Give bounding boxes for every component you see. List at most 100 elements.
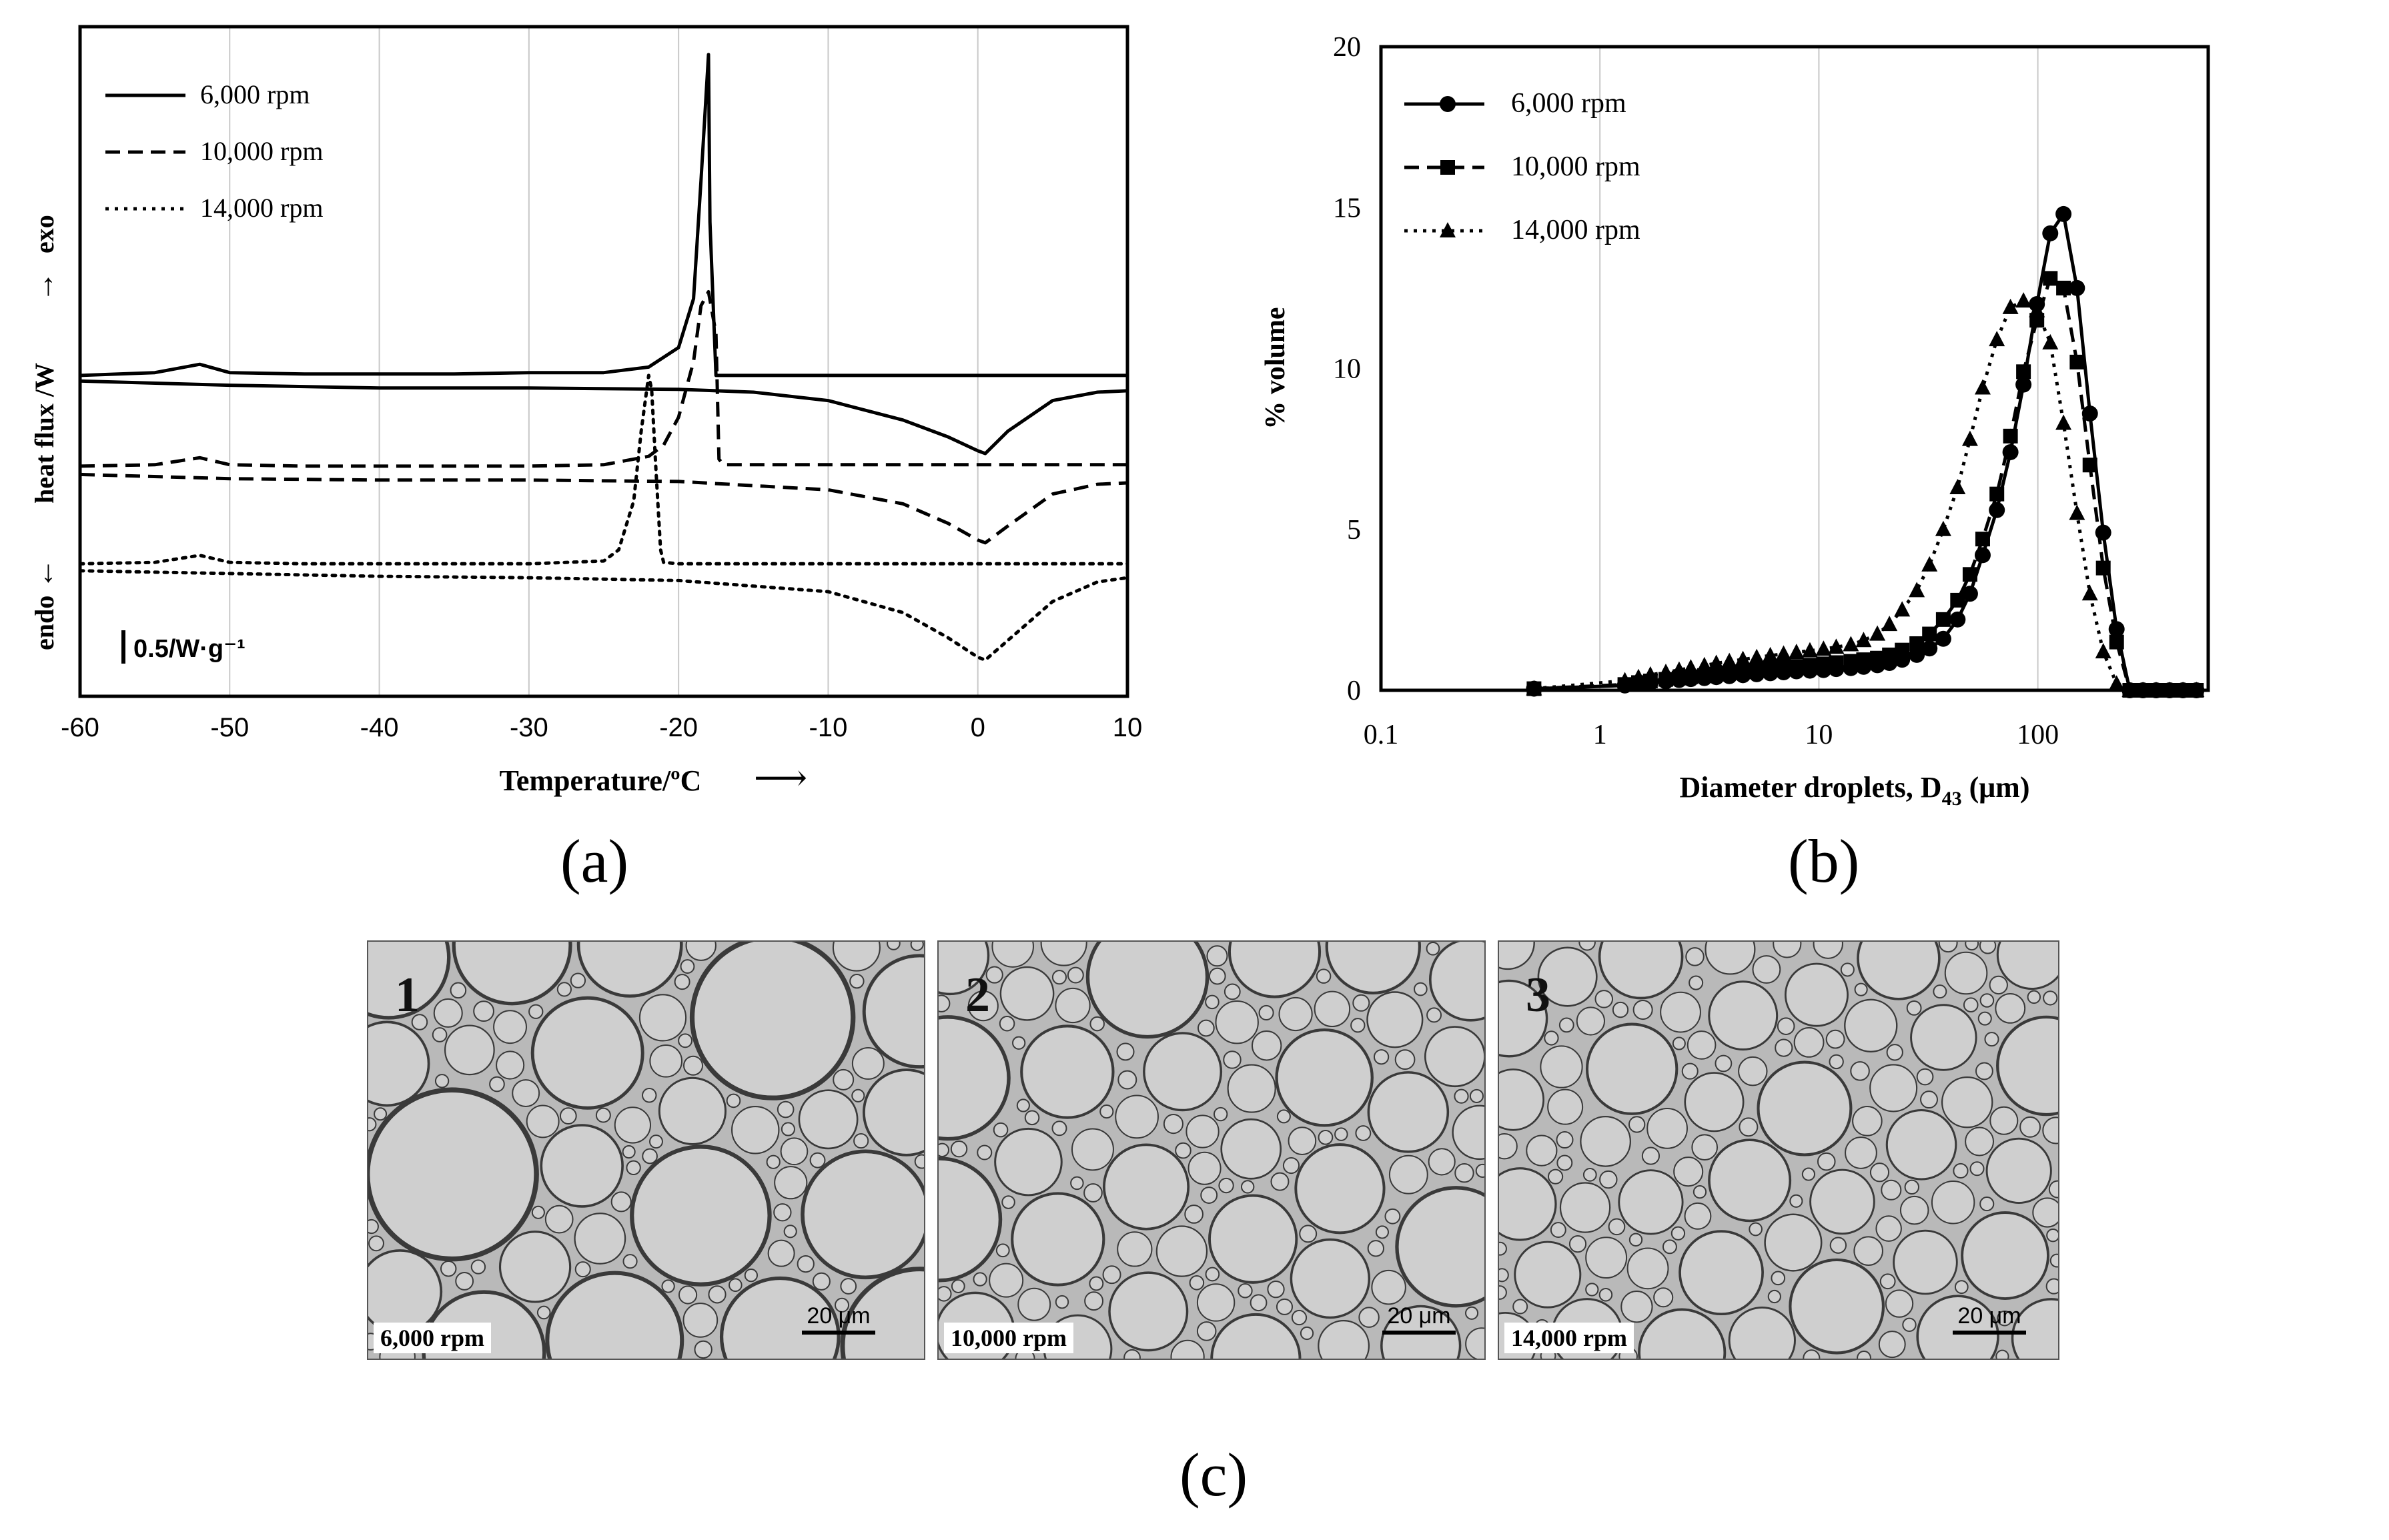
droplet <box>1163 1114 1183 1134</box>
droplet <box>1869 1064 1918 1112</box>
droplet <box>991 942 1034 968</box>
b-data-point <box>1815 640 1832 656</box>
droplet <box>1628 1233 1643 1247</box>
droplet <box>1267 1281 1285 1299</box>
droplet <box>1598 942 1684 1000</box>
droplet <box>1995 992 2026 1024</box>
droplet <box>1752 955 1781 984</box>
panel-label-b: (b) <box>1788 827 1860 895</box>
droplet <box>1869 1163 1890 1183</box>
droplet <box>2045 1278 2058 1295</box>
droplet <box>576 942 683 998</box>
droplet <box>1375 1225 1389 1239</box>
b-plot-frame <box>1379 45 2210 692</box>
droplet <box>1276 1109 1291 1124</box>
droplet <box>1829 1054 1844 1070</box>
droplet <box>1318 1129 1334 1145</box>
droplet <box>1679 1230 1764 1316</box>
b-data-point <box>1630 668 1646 684</box>
droplet <box>1526 1134 1558 1167</box>
droplet <box>1240 1180 1255 1194</box>
b-data-point <box>2002 298 2019 314</box>
droplet <box>1011 1192 1105 1287</box>
droplet <box>1558 1017 1574 1033</box>
droplet <box>1499 1133 1518 1160</box>
b-xlabel-sub: 43 <box>1942 788 1962 810</box>
droplet <box>939 1286 952 1302</box>
droplet <box>853 1132 869 1149</box>
b-data-point <box>1440 96 1456 112</box>
b-data-point <box>1881 616 1898 632</box>
droplet <box>1995 1349 2009 1359</box>
droplet <box>642 1088 657 1103</box>
droplet <box>1979 993 1995 1008</box>
b-data-point <box>1894 601 1911 617</box>
droplet <box>1886 1044 1903 1061</box>
b-data-point <box>1949 479 1966 495</box>
droplet <box>1300 1326 1314 1341</box>
droplet <box>1115 1094 1159 1139</box>
droplet <box>1200 1187 1218 1204</box>
droplet <box>1350 1018 1366 1033</box>
b-data-point <box>2135 682 2152 697</box>
droplet <box>1067 966 1084 984</box>
droplet <box>1175 1142 1191 1159</box>
droplet <box>1585 1283 1599 1297</box>
b-data-point <box>1828 638 1845 654</box>
droplet <box>1582 1167 1597 1182</box>
droplet <box>528 1004 544 1019</box>
b-data-point <box>2029 301 2045 317</box>
droplet <box>595 1107 611 1123</box>
droplet <box>862 1068 924 1157</box>
droplet <box>1979 1197 1995 1212</box>
droplet <box>1099 1104 1114 1119</box>
droplet <box>1465 1327 1484 1359</box>
micrograph-speed-label: 6,000 rpm <box>374 1323 491 1353</box>
a-x-tick-label: -50 <box>210 713 249 742</box>
droplet <box>1803 1349 1821 1359</box>
a-x-tick-label: -60 <box>61 713 99 742</box>
droplet <box>682 1303 719 1338</box>
droplet <box>1499 1285 1507 1300</box>
b-data-point <box>2055 205 2072 222</box>
b-data-point <box>2042 333 2059 349</box>
micrograph-2-droplets <box>939 942 1484 1359</box>
b-data-point <box>1869 625 1886 641</box>
b-ylabel: % volume <box>1260 307 1291 429</box>
scale-bar-line <box>1953 1331 2026 1335</box>
b-series-line <box>1534 299 2197 692</box>
droplet <box>574 1213 626 1265</box>
droplet <box>1070 1176 1084 1191</box>
droplet-distribution-chart: 0.1 1 10 100 0 5 10 15 20 6,000 rpm 10,000 rpm 14,… <box>1260 32 2210 810</box>
b-series-line <box>1534 212 2197 692</box>
droplet <box>2042 1116 2058 1144</box>
droplet <box>777 1100 795 1118</box>
droplet <box>1512 1299 1528 1315</box>
droplet <box>1738 1056 1768 1086</box>
b-x-tick-label: 100 <box>2017 720 2059 750</box>
a-legend: 6,000 rpm 10,000 rpm 14,000 rpm <box>105 79 323 223</box>
a-legend-label: 6,000 rpm <box>200 79 310 109</box>
b-data-point <box>2055 414 2072 430</box>
droplet <box>1578 942 1596 951</box>
droplet <box>1916 1295 1999 1359</box>
droplet <box>1777 1017 1795 1035</box>
droplet <box>1123 1349 1141 1359</box>
a-x-tick-labels: -60 -50 -40 -30 -20 -10 0 10 <box>61 713 1142 742</box>
droplet <box>967 990 999 1022</box>
b-x-tick-label: 10 <box>1805 720 1833 750</box>
b-y-tick-label: 0 <box>1347 676 1361 706</box>
b-data-point <box>1722 665 1737 680</box>
micrograph-1: 1 6,000 rpm 20 μm <box>367 940 925 1360</box>
droplet <box>729 1278 743 1293</box>
b-data-point <box>1776 660 1791 676</box>
droplet <box>1739 1117 1759 1137</box>
droplet <box>833 1068 855 1090</box>
droplet <box>368 1219 379 1235</box>
b-data-point <box>1909 636 1925 652</box>
a-xlabel-arrow: ⟶ <box>754 758 807 799</box>
a-scale-label: 0.5/W·g⁻¹ <box>133 635 246 663</box>
droplet <box>455 1272 474 1291</box>
b-data-point <box>1949 611 1966 628</box>
droplet <box>1775 1038 1793 1057</box>
